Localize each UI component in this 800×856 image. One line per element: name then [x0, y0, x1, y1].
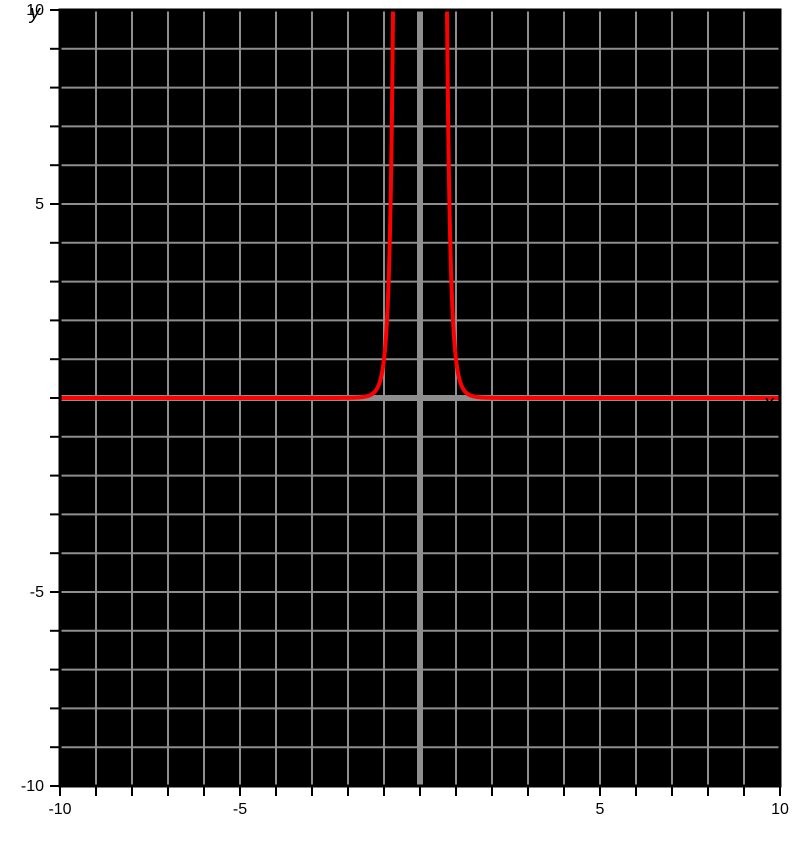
chart-container: -10-5510-10-5510 x y — [0, 0, 800, 856]
function-plot: -10-5510-10-5510 — [0, 0, 800, 856]
svg-text:10: 10 — [771, 801, 789, 818]
svg-text:-5: -5 — [30, 584, 44, 601]
svg-text:-10: -10 — [48, 801, 71, 818]
svg-text:-10: -10 — [21, 778, 44, 795]
svg-text:-5: -5 — [233, 801, 247, 818]
svg-text:5: 5 — [596, 801, 605, 818]
svg-text:5: 5 — [35, 196, 44, 213]
x-axis-label: x — [764, 392, 774, 415]
y-axis-label: y — [30, 2, 40, 25]
